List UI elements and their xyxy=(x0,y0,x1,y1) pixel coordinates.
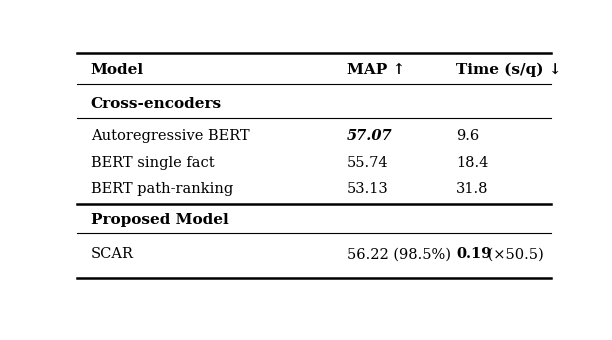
Text: Autoregressive BERT: Autoregressive BERT xyxy=(91,129,249,143)
Text: 55.74: 55.74 xyxy=(347,155,389,170)
Text: 56.22 (98.5%): 56.22 (98.5%) xyxy=(347,247,451,261)
Text: BERT path-ranking: BERT path-ranking xyxy=(91,182,233,196)
Text: BERT single fact: BERT single fact xyxy=(91,155,214,170)
Text: 0.19: 0.19 xyxy=(456,247,491,261)
Text: (×50.5): (×50.5) xyxy=(483,247,544,261)
Text: 9.6: 9.6 xyxy=(456,129,479,143)
Text: 57.07: 57.07 xyxy=(347,129,392,143)
Text: MAP ↑: MAP ↑ xyxy=(347,63,405,76)
Text: Model: Model xyxy=(91,63,144,76)
Text: Time (s/q) ↓: Time (s/q) ↓ xyxy=(456,63,561,77)
Text: 53.13: 53.13 xyxy=(347,182,389,196)
Text: 18.4: 18.4 xyxy=(456,155,488,170)
Text: Cross-encoders: Cross-encoders xyxy=(91,97,222,110)
Text: Proposed Model: Proposed Model xyxy=(91,213,228,227)
Text: SCAR: SCAR xyxy=(91,247,133,261)
Text: 31.8: 31.8 xyxy=(456,182,488,196)
